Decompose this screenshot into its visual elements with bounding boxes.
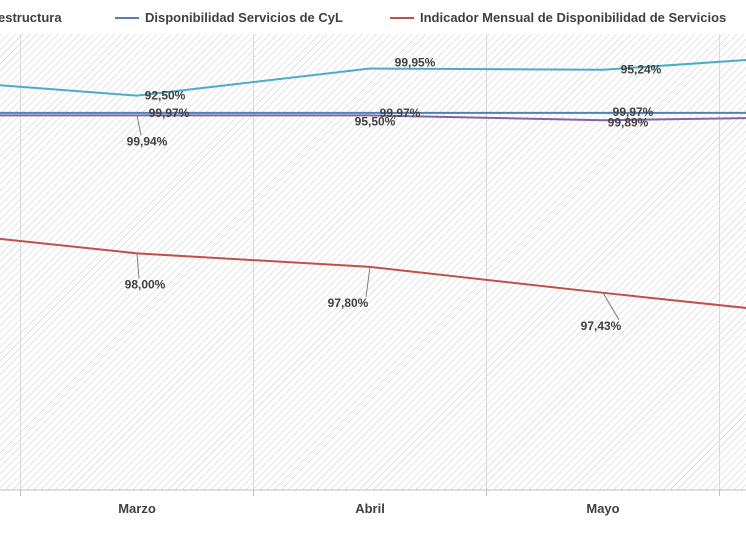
- legend-item-estructura: estructura: [0, 10, 62, 25]
- data-label: 97,43%: [581, 319, 622, 333]
- plot-background: [0, 34, 746, 490]
- data-label: 99,95%: [395, 56, 436, 70]
- data-label-leader: [136, 253, 140, 279]
- data-labels: 92,50% 99,95% 95,24% 99,97% 99,97% 99,97% 99,9…: [125, 56, 662, 333]
- data-label-leader: [602, 292, 620, 321]
- legend-label: Indicador Mensual de Disponibilidad de S…: [420, 10, 727, 25]
- data-label: 95,50%: [355, 114, 396, 128]
- grid-lines: [20, 34, 720, 490]
- data-label: 99,89%: [608, 115, 649, 129]
- data-label: 97,80%: [328, 296, 369, 310]
- data-label: 98,00%: [125, 277, 166, 291]
- x-axis-ticks: [20, 490, 720, 496]
- x-tick-label: Mayo: [586, 501, 619, 516]
- legend-swatch: [115, 16, 139, 19]
- legend-item-disponibilidad-cyl: Disponibilidad Servicios de CyL: [115, 10, 343, 25]
- data-label: 92,50%: [145, 89, 186, 103]
- data-label: 99,97%: [149, 106, 190, 120]
- legend-label: estructura: [0, 10, 62, 25]
- data-label-leader: [365, 266, 371, 297]
- legend-label: Disponibilidad Servicios de CyL: [145, 10, 343, 25]
- legend: estructura Disponibilidad Servicios de C…: [0, 6, 746, 30]
- data-label: 99,97%: [380, 106, 421, 120]
- x-tick-label: Abril: [355, 501, 385, 516]
- x-tick-label: Marzo: [118, 501, 156, 516]
- data-label: 99,94%: [127, 134, 168, 148]
- data-label: 95,24%: [621, 63, 662, 77]
- series-line-0: [0, 59, 746, 97]
- series-line-2: [0, 114, 746, 122]
- x-axis-labels: Marzo Abril Mayo: [118, 501, 619, 516]
- legend-item-indicador-mensual: Indicador Mensual de Disponibilidad de S…: [390, 10, 726, 25]
- data-label-leader: [136, 115, 142, 136]
- data-label: 99,97%: [613, 105, 654, 119]
- legend-swatch: [390, 16, 414, 19]
